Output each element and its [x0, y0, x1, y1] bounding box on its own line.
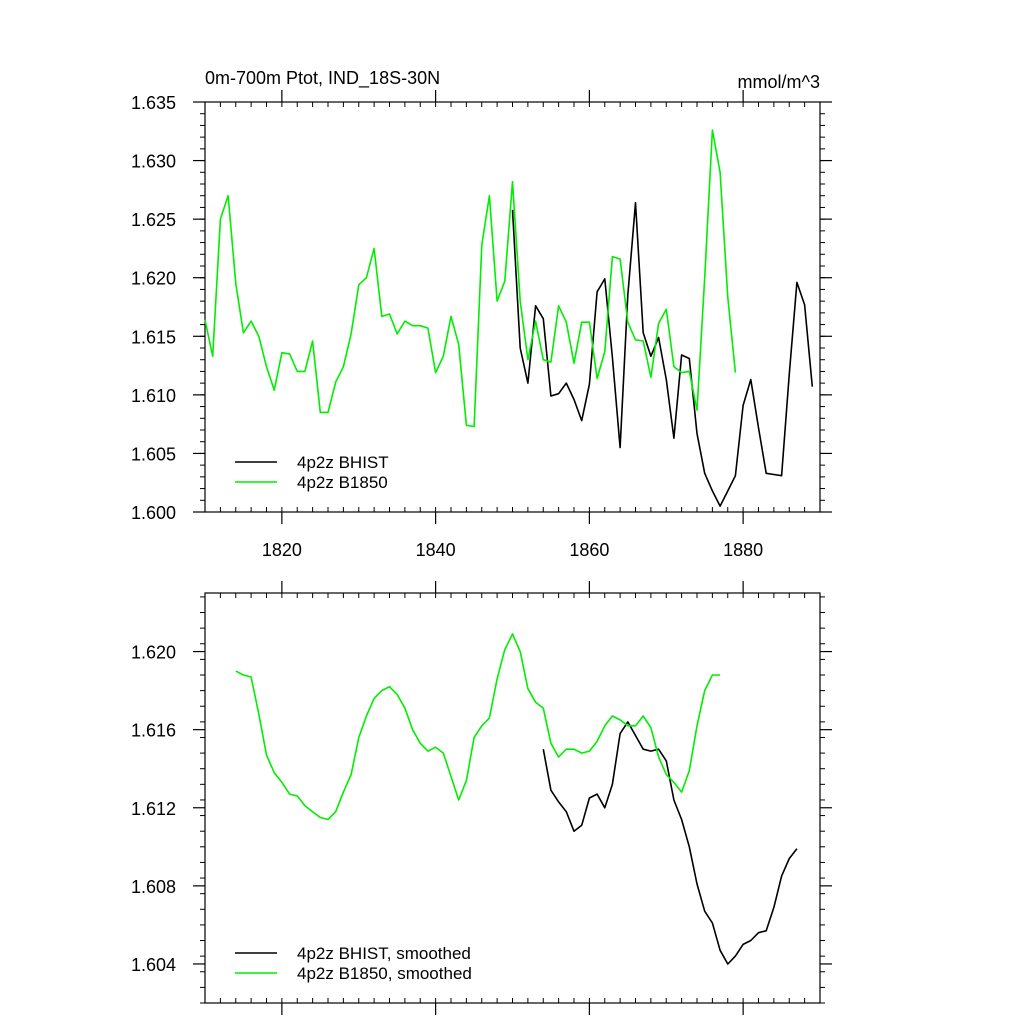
y-tick-label: 1.600	[131, 503, 176, 523]
chart-title: 0m-700m Ptot, IND_18S-30N	[205, 68, 440, 89]
y-tick-label: 1.615	[131, 327, 176, 347]
bottom-panel: 1.604 1.608 1.612 1.616 1.620 4p2z BHIST, smo…	[131, 581, 832, 1015]
chart-units: mmol/m^3	[738, 72, 820, 92]
x-tick-label: 1860	[569, 540, 609, 560]
y-tick-label: 1.630	[131, 152, 176, 172]
y-tick-label: 1.635	[131, 93, 176, 113]
x-tick-label: 1840	[416, 540, 456, 560]
series-line-b1850	[204, 129, 737, 428]
top-panel: 0m-700m Ptot, IND_18S-30N mmol/m^3 1820 1…	[131, 68, 832, 560]
legend-label: 4p2z BHIST, smoothed	[297, 944, 471, 963]
plot-frame	[204, 101, 821, 513]
x-tick-label: 1820	[262, 540, 302, 560]
x-tick-label: 1880	[723, 540, 763, 560]
y-tick-label: 1.604	[131, 955, 176, 975]
series-line-b1850	[235, 633, 721, 821]
series-line-bhist	[511, 201, 814, 507]
legend-label: 4p2z B1850, smoothed	[297, 964, 472, 983]
y-tick-label: 1.620	[131, 269, 176, 289]
y-tick-label: 1.605	[131, 444, 176, 464]
y-tick-label: 1.610	[131, 386, 176, 406]
y-tick-label: 1.625	[131, 210, 176, 230]
plot-frame	[204, 592, 821, 1004]
y-tick-label: 1.620	[131, 643, 176, 663]
y-tick-label: 1.616	[131, 721, 176, 741]
y-tick-label: 1.612	[131, 799, 176, 819]
series-line-bhist	[542, 721, 798, 965]
legend-label: 4p2z BHIST	[297, 453, 389, 472]
y-tick-label: 1.608	[131, 877, 176, 897]
legend-label: 4p2z B1850	[297, 473, 388, 492]
